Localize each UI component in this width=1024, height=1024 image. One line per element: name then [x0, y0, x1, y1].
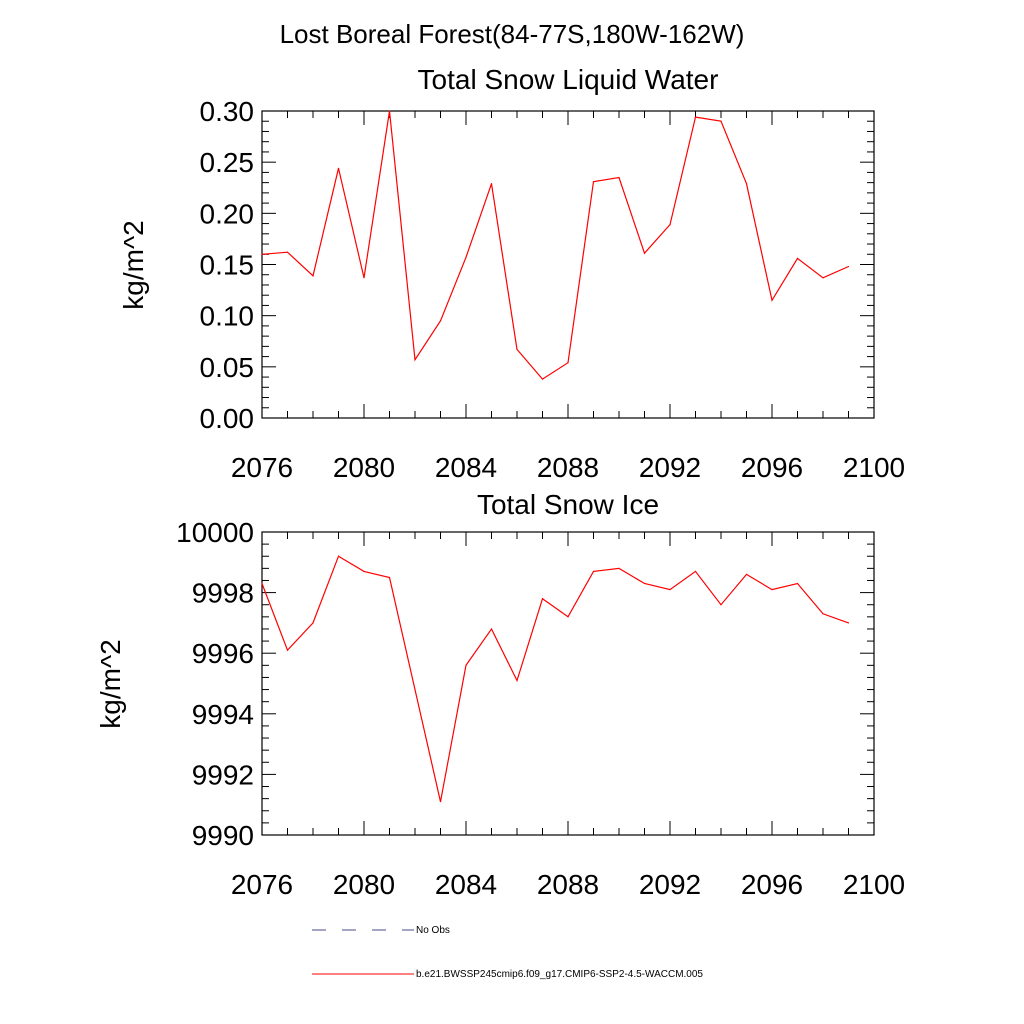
x-tick-label: 2092 — [639, 452, 701, 483]
panel-snow-liquid-water: Total Snow Liquid Water kg/m^2 2076 2080 208… — [118, 64, 905, 483]
data-point — [541, 378, 544, 380]
data-point — [694, 116, 697, 118]
y-tick-label: 0.20 — [200, 198, 255, 229]
y-axis-label: kg/m^2 — [118, 220, 149, 309]
legend: No Obs b.e21.BWSSP245cmip6.f09_g17.CMIP6… — [312, 925, 703, 980]
data-point — [694, 570, 697, 572]
data-point — [414, 359, 416, 361]
data-point — [745, 573, 748, 576]
x-tick-label: 2076 — [231, 869, 293, 900]
data-point — [516, 679, 518, 682]
data-point — [643, 252, 646, 254]
data-point — [490, 183, 493, 185]
data-point — [592, 181, 595, 183]
y-tick-label: 0.15 — [200, 250, 255, 281]
data-point — [312, 622, 314, 624]
data-point — [771, 299, 773, 301]
x-tick-label: 2100 — [843, 452, 905, 483]
x-tick-label: 2080 — [333, 452, 395, 483]
data-point — [822, 613, 824, 615]
data-point — [669, 588, 671, 591]
data-point — [771, 588, 773, 591]
legend-model-label: b.e21.BWSSP245cmip6.f09_g17.CMIP6-SSP2-4… — [416, 969, 703, 980]
data-point — [337, 167, 340, 169]
x-tick-label: 2084 — [435, 869, 497, 900]
panel-snow-ice: Total Snow Ice kg/m^2 2076 2080 2084 2088 2092… — [95, 489, 905, 900]
x-tick-label: 2080 — [333, 869, 395, 900]
data-point — [414, 688, 416, 691]
y-tick-label: 9990 — [192, 820, 254, 851]
data-point — [796, 257, 799, 259]
data-point — [312, 275, 314, 277]
data-point — [847, 622, 850, 624]
data-point — [796, 582, 799, 585]
data-point — [261, 253, 263, 255]
data-point — [618, 567, 620, 569]
data-point — [388, 576, 391, 579]
chart-title: Total Snow Ice — [477, 489, 659, 520]
series-line — [261, 555, 849, 802]
x-tick-label: 2092 — [639, 869, 701, 900]
data-point — [261, 582, 263, 585]
y-tick-label: 9992 — [192, 759, 254, 790]
x-tick-label: 2096 — [741, 869, 803, 900]
y-tick-label: 10000 — [176, 517, 254, 548]
data-point — [643, 582, 646, 585]
data-point — [822, 277, 824, 279]
data-point — [490, 628, 493, 630]
x-tick-label: 2084 — [435, 452, 497, 483]
x-tick-label: 2076 — [231, 452, 293, 483]
x-tick-label: 2100 — [843, 869, 905, 900]
figure-title: Lost Boreal Forest(84-77S,180W-162W) — [280, 19, 745, 49]
data-point — [465, 256, 467, 258]
plot-frame — [261, 110, 875, 419]
y-tick-label: 0.00 — [200, 403, 255, 434]
y-tick-label: 0.05 — [200, 352, 255, 383]
data-point — [567, 616, 569, 618]
data-point — [286, 251, 289, 253]
data-point — [618, 176, 620, 179]
data-point — [669, 223, 671, 226]
x-tick-label: 2096 — [741, 452, 803, 483]
data-point — [541, 598, 544, 600]
data-point — [720, 120, 722, 122]
data-point — [363, 570, 365, 572]
data-point — [286, 649, 289, 651]
y-tick-label: 9998 — [192, 578, 254, 609]
data-point — [363, 277, 365, 279]
y-tick-label: 0.30 — [200, 96, 255, 127]
legend-obs-label: No Obs — [416, 925, 450, 936]
y-tick-label: 0.10 — [200, 301, 255, 332]
x-tick-label: 2088 — [537, 452, 599, 483]
data-point — [720, 604, 722, 606]
plot-frame — [261, 531, 875, 836]
chart-title: Total Snow Liquid Water — [418, 64, 719, 95]
data-point — [592, 570, 595, 572]
y-tick-label: 9994 — [192, 699, 254, 730]
data-point — [516, 348, 518, 351]
data-point — [745, 183, 748, 185]
y-axis-label: kg/m^2 — [95, 639, 126, 728]
y-tick-label: 0.25 — [200, 147, 255, 178]
data-point — [567, 362, 569, 364]
data-point — [388, 110, 391, 112]
data-point — [439, 320, 442, 322]
data-point — [439, 801, 442, 803]
data-point — [337, 555, 340, 557]
y-tick-label: 9996 — [192, 638, 254, 669]
x-tick-label: 2088 — [537, 869, 599, 900]
series-line — [261, 110, 849, 380]
data-point — [847, 265, 850, 268]
data-point — [465, 664, 467, 666]
